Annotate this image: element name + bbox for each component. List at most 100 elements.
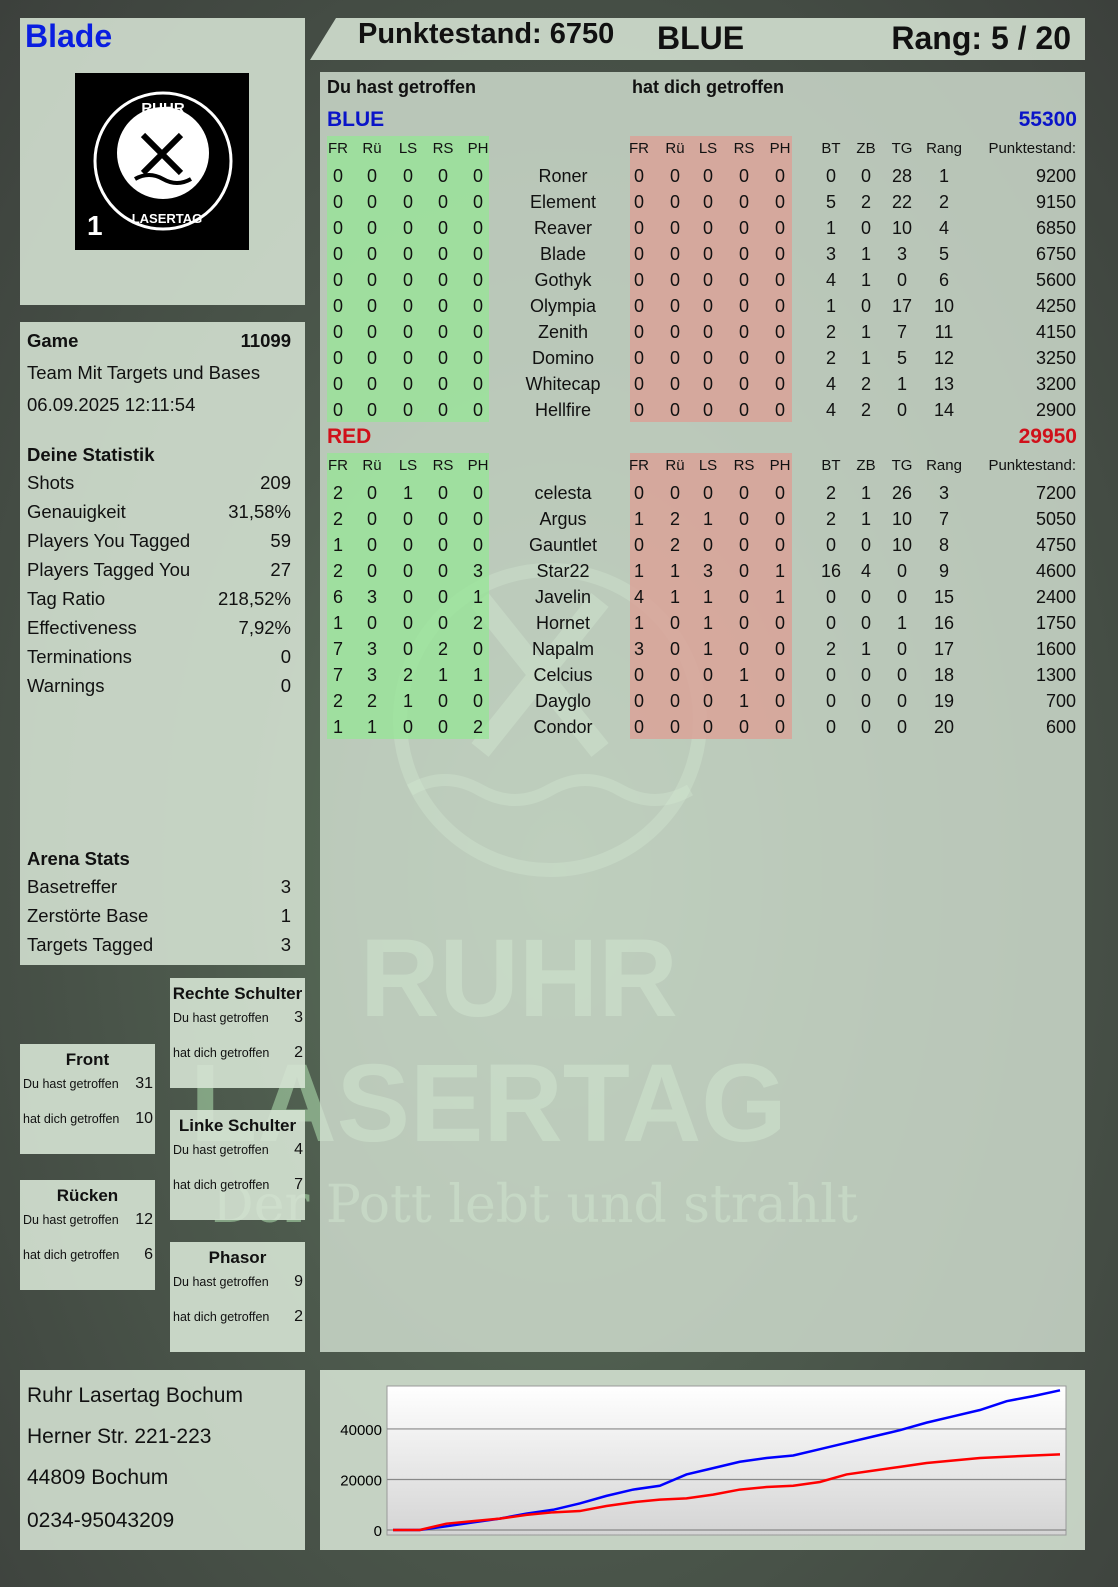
stat-cell: 0 bbox=[472, 509, 483, 529]
stat-cell: 0 bbox=[366, 322, 377, 342]
stat-cell: 1 bbox=[702, 509, 713, 529]
zone-title: Front bbox=[65, 1050, 110, 1069]
stat-cell: 0 bbox=[402, 400, 413, 420]
column-header: Rang bbox=[926, 140, 962, 157]
stat-cell: 0 bbox=[633, 717, 644, 737]
column-header: PH bbox=[769, 457, 791, 474]
stat-cell: 2 bbox=[825, 348, 836, 368]
y-tick-label: 40000 bbox=[340, 1422, 382, 1439]
column-header: PH bbox=[769, 140, 791, 157]
stat-cell: 0 bbox=[633, 296, 644, 316]
stat-cell: 10 bbox=[891, 535, 913, 555]
stat-cell: 0 bbox=[825, 535, 836, 555]
stat-cell: 6 bbox=[938, 270, 949, 290]
column-header: LS bbox=[698, 457, 718, 474]
stat-label: Shots bbox=[27, 472, 75, 493]
stat-cell: 1 bbox=[896, 374, 907, 394]
stat-cell: 0 bbox=[669, 296, 680, 316]
stat-cell: 0 bbox=[332, 296, 343, 316]
stat-value: 59 bbox=[270, 530, 291, 551]
stat-cell: 8 bbox=[938, 535, 949, 555]
stat-cell: 0 bbox=[437, 218, 448, 238]
stat-cell: 0 bbox=[825, 665, 836, 685]
stat-cell: 4 bbox=[825, 374, 836, 394]
stat-cell: 1 bbox=[774, 561, 785, 581]
stat-cell: 0 bbox=[774, 613, 785, 633]
stat-cell: 3 bbox=[366, 639, 377, 659]
stat-cell: 0 bbox=[366, 192, 377, 212]
stat-cell: 0 bbox=[738, 509, 749, 529]
stat-cell: 19 bbox=[933, 691, 955, 711]
stat-cell: 0 bbox=[402, 348, 413, 368]
table-row: 2 0 1 0 0 celesta 0 0 0 0 0 2 1 26 3 7200 bbox=[320, 480, 1085, 506]
stat-cell: 3 bbox=[472, 561, 483, 581]
column-header: BT bbox=[821, 457, 841, 474]
player-name-cell: Domino bbox=[531, 348, 595, 368]
stat-label: Players Tagged You bbox=[27, 559, 191, 580]
table-row: 0 0 0 0 0 Zenith 0 0 0 0 0 2 1 7 11 4150 bbox=[320, 319, 1085, 345]
stat-cell: 0 bbox=[472, 348, 483, 368]
stat-cell: 0 bbox=[738, 587, 749, 607]
stat-cell: 2 bbox=[332, 561, 343, 581]
stat-cell: 0 bbox=[633, 166, 644, 186]
zone-got-label: hat dich getroffen bbox=[23, 1112, 120, 1126]
stat-cell: 0 bbox=[860, 535, 871, 555]
stat-row: Tag Ratio 218,52% bbox=[27, 588, 291, 610]
stat-cell: 22 bbox=[891, 192, 913, 212]
arena-row: Targets Tagged 3 bbox=[27, 934, 291, 956]
column-header: FR bbox=[629, 140, 649, 157]
stat-cell: 0 bbox=[402, 322, 413, 342]
stat-cell: 0 bbox=[774, 639, 785, 659]
table-row: 2 0 0 0 0 Argus 1 2 1 0 0 2 1 10 7 5050 bbox=[320, 506, 1085, 532]
stat-cell: 0 bbox=[669, 665, 680, 685]
stat-cell: 0 bbox=[633, 535, 644, 555]
series-line-1 bbox=[393, 1453, 1061, 1532]
hit-zone-phasor: Phasor Du hast getroffen 9 hat dich getr… bbox=[170, 1242, 305, 1352]
stat-cell: 0 bbox=[332, 244, 343, 264]
you-hit-heading: Du hast getroffen bbox=[327, 77, 477, 97]
zone-hit-value: 4 bbox=[294, 1141, 303, 1158]
stat-cell: 2 bbox=[860, 400, 871, 420]
stat-cell: 0 bbox=[702, 374, 713, 394]
player-name: Blade bbox=[25, 18, 113, 54]
table-row: 0 0 0 0 0 Gothyk 0 0 0 0 0 4 1 0 6 5600 bbox=[320, 267, 1085, 293]
stat-cell: 4 bbox=[938, 218, 949, 238]
column-header: FR bbox=[328, 140, 348, 157]
player-name-cell: Hornet bbox=[535, 613, 591, 633]
stat-cell: 0 bbox=[366, 166, 377, 186]
table-row: 1 0 0 0 2 Hornet 1 0 1 0 0 0 0 1 16 1750 bbox=[320, 610, 1085, 636]
stat-cell: 0 bbox=[332, 400, 343, 420]
column-header: RS bbox=[432, 140, 454, 157]
stat-cell: 0 bbox=[472, 400, 483, 420]
stat-value: 27 bbox=[270, 559, 291, 580]
stat-cell: 0 bbox=[738, 218, 749, 238]
score-chart: 0 20000 40000 bbox=[340, 1385, 1067, 1540]
scoreboard-panel: Du hast getroffen hat dich getroffen BLU… bbox=[320, 72, 1085, 1352]
player-name-cell: celesta bbox=[534, 483, 592, 503]
table-row: 7 3 2 1 1 Celcius 0 0 0 1 0 0 0 0 18 1300 bbox=[320, 662, 1085, 688]
stat-cell: 0 bbox=[669, 218, 680, 238]
stat-cell: 1 bbox=[633, 509, 644, 529]
stat-cell: 3200 bbox=[1035, 374, 1076, 394]
stat-cell: 1750 bbox=[1035, 613, 1076, 633]
column-header: Rü bbox=[362, 457, 382, 474]
zone-hit-label: Du hast getroffen bbox=[23, 1213, 119, 1227]
game-label: Game bbox=[27, 330, 79, 351]
stat-cell: 6 bbox=[332, 587, 343, 607]
column-header: Rang bbox=[926, 457, 962, 474]
stat-label: Effectiveness bbox=[27, 617, 137, 638]
stat-cell: 0 bbox=[437, 535, 448, 555]
stat-cell: 17 bbox=[891, 296, 913, 316]
stat-cell: 0 bbox=[402, 639, 413, 659]
table-row: 1 1 0 0 2 Condor 0 0 0 0 0 0 0 0 20 600 bbox=[320, 714, 1085, 740]
stat-cell: 0 bbox=[738, 244, 749, 264]
stat-cell: 0 bbox=[437, 348, 448, 368]
hit-you-heading: hat dich getroffen bbox=[632, 77, 784, 97]
header-team: BLUE bbox=[657, 20, 745, 56]
column-header: Punktestand: bbox=[988, 457, 1076, 474]
stat-cell: 0 bbox=[738, 296, 749, 316]
stat-label: Genauigkeit bbox=[27, 501, 126, 522]
stat-cell: 2 bbox=[472, 613, 483, 633]
stat-cell: 10 bbox=[891, 509, 913, 529]
stat-cell: 0 bbox=[633, 348, 644, 368]
